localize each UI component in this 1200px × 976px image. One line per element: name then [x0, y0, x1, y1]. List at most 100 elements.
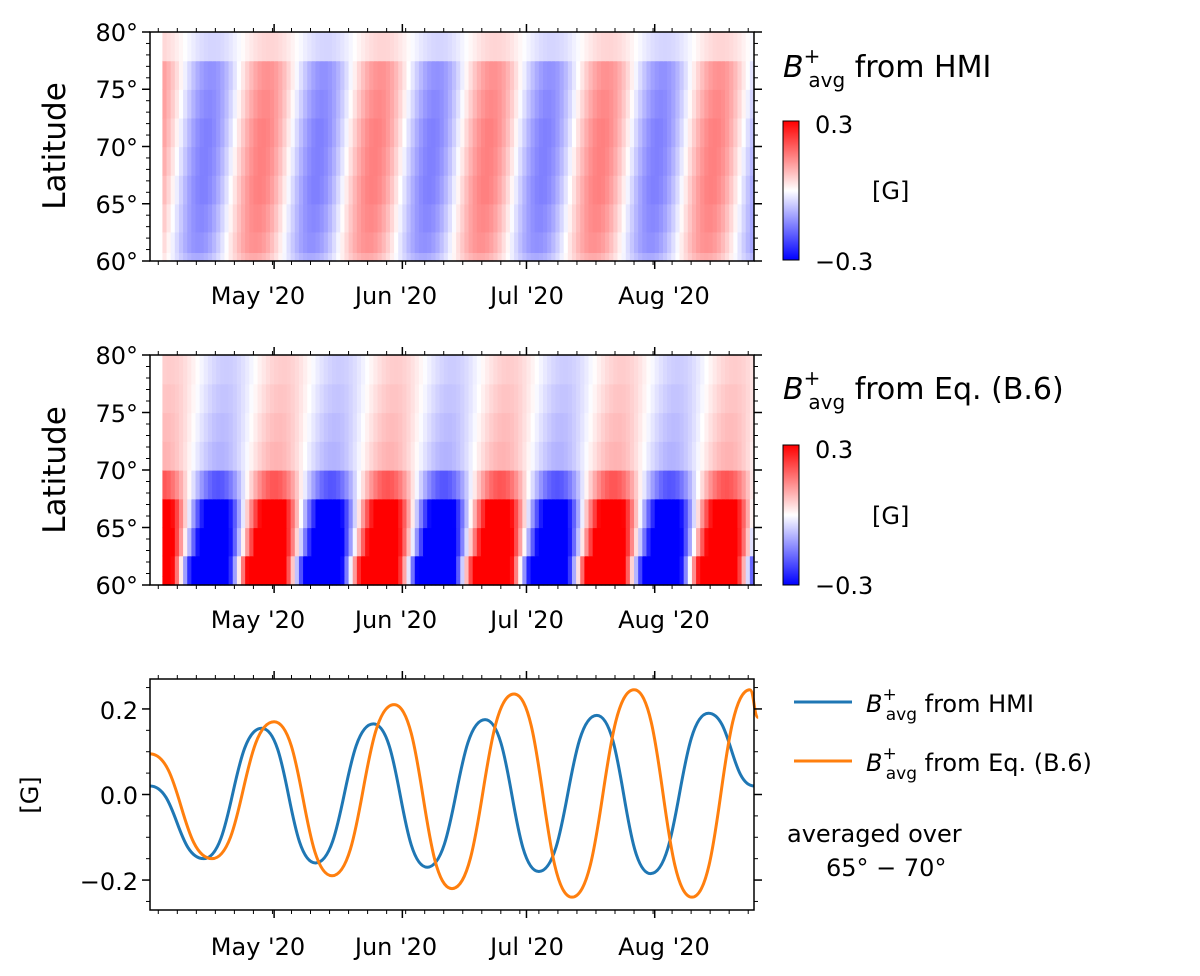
heatmap-cell	[303, 555, 308, 577]
heatmap-cell	[282, 117, 288, 148]
heatmap-cell	[385, 412, 391, 442]
heatmap-cell	[571, 555, 577, 577]
heatmap-cell	[526, 231, 532, 254]
heatmap-cell	[423, 231, 428, 254]
ylabel-bottom: [G]	[16, 776, 44, 813]
heatmap-cell	[708, 527, 714, 557]
heatmap-cell	[336, 60, 341, 90]
heatmap-cell	[662, 175, 668, 205]
heatmap-cell	[625, 203, 631, 233]
heatmap-cell	[691, 383, 697, 414]
heatmap-cell	[629, 89, 635, 119]
heatmap-cell	[530, 383, 536, 414]
heatmap-cell	[319, 89, 325, 119]
heatmap-cell	[265, 60, 271, 90]
heatmap-cell	[588, 175, 594, 205]
heatmap-cell	[427, 470, 432, 500]
heatmap-cell	[340, 555, 346, 577]
heatmap-cell	[410, 527, 416, 557]
heatmap-cell	[307, 203, 312, 233]
heatmap-cell	[439, 354, 445, 385]
heatmap-cell	[435, 498, 441, 529]
heatmap-cell	[443, 441, 449, 471]
heatmap-cell	[336, 441, 341, 471]
heatmap-cell	[654, 527, 660, 557]
heatmap-cell	[452, 354, 457, 385]
heatmap-cell	[336, 252, 341, 262]
heatmap-cell	[468, 60, 474, 90]
heatmap-cell	[389, 31, 395, 62]
heatmap-cell	[526, 576, 532, 586]
heatmap-cell	[588, 383, 594, 414]
heatmap-cell	[344, 146, 350, 176]
heatmap-cell	[667, 146, 672, 176]
heatmap-cell	[584, 89, 590, 119]
heatmap-cell	[712, 383, 718, 414]
heatmap-cell	[290, 527, 296, 557]
heatmap-cell	[476, 498, 482, 529]
heatmap-cell	[319, 203, 325, 233]
heatmap-cell	[340, 231, 346, 254]
heatmap-cell	[584, 31, 590, 62]
heatmap-cell	[360, 60, 366, 90]
heatmap-cell	[282, 383, 288, 414]
heatmap-cell	[183, 60, 188, 90]
heatmap-cell	[729, 31, 734, 62]
heatmap-cell	[356, 576, 362, 586]
heatmap-cell	[294, 89, 300, 119]
heatmap-cell	[609, 146, 614, 176]
heatmap-cell	[216, 354, 221, 385]
heatmap-cell	[447, 89, 453, 119]
heatmap-cell	[257, 31, 263, 62]
heatmap-cell	[174, 203, 180, 233]
heatmap-cell	[332, 117, 337, 148]
heatmap-cell	[704, 31, 710, 62]
heatmap-cell	[683, 146, 689, 176]
heatmap-cell	[456, 175, 461, 205]
heatmap-cell	[559, 117, 565, 148]
heatmap-cell	[278, 60, 283, 90]
heatmap-cell	[505, 498, 511, 529]
heatmap-cell	[480, 441, 486, 471]
heatmap-cell	[667, 412, 672, 442]
heatmap-cell	[298, 441, 304, 471]
heatmap-cell	[650, 252, 656, 262]
heatmap-cell	[282, 441, 288, 471]
heatmap-cell	[514, 231, 519, 254]
heatmap-cell	[485, 31, 490, 62]
heatmap-cell	[435, 89, 441, 119]
heatmap-cell	[472, 354, 478, 385]
heatmap-cell	[303, 412, 308, 442]
heatmap-cell	[183, 146, 188, 176]
heatmap-cell	[741, 175, 747, 205]
heatmap-cell	[245, 354, 250, 385]
heatmap-cell	[696, 117, 701, 148]
heatmap-cell	[613, 555, 619, 577]
heatmap-cell	[493, 527, 499, 557]
heatmap-cell	[650, 89, 656, 119]
heatmap-cell	[241, 146, 246, 176]
heatmap-cell	[178, 555, 184, 577]
heatmap-cell	[241, 231, 246, 254]
heatmap-cell	[646, 470, 652, 500]
heatmap-cell	[518, 60, 523, 90]
heatmap-cell	[452, 441, 457, 471]
heatmap-cell	[377, 527, 383, 557]
heatmap-cell	[592, 31, 598, 62]
heatmap-cell	[592, 383, 598, 414]
heatmap-cell	[460, 117, 466, 148]
colorbar-middle	[782, 444, 800, 586]
heatmap-cell	[704, 354, 710, 385]
heatmap-cell	[576, 555, 581, 577]
heatmap-cell	[749, 252, 755, 262]
heatmap-cell	[274, 576, 279, 586]
heatmap-cell	[646, 146, 652, 176]
heatmap-cell	[522, 31, 528, 62]
heatmap-cell	[170, 576, 176, 586]
heatmap-cell	[365, 527, 370, 557]
heatmap-cell	[538, 498, 544, 529]
heatmap-cell	[514, 117, 519, 148]
heatmap-cell	[667, 470, 672, 500]
heatmap-cell	[687, 146, 693, 176]
heatmap-cell	[638, 470, 643, 500]
